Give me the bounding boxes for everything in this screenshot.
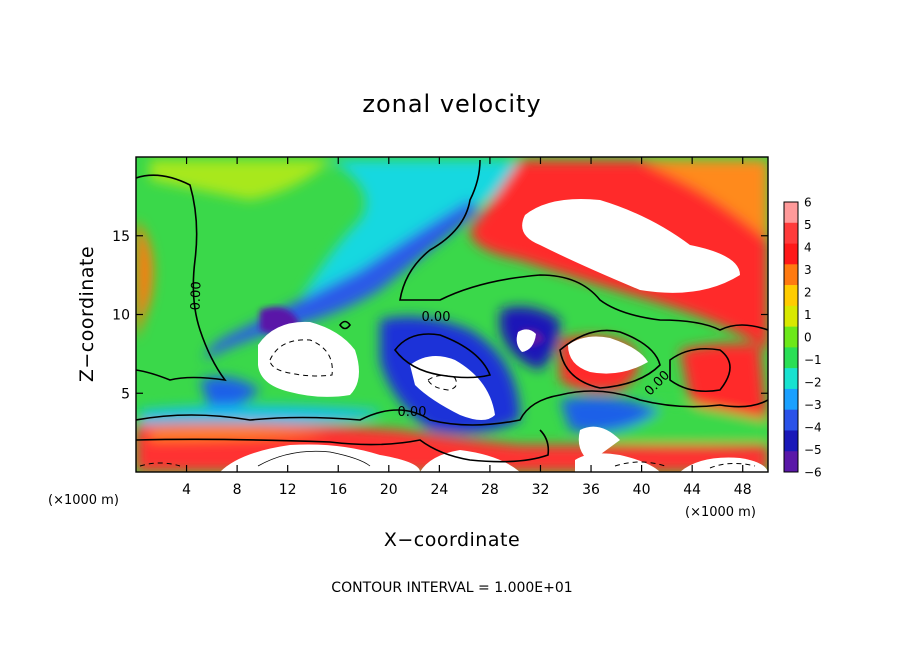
colorbar-label: −3 [804,398,822,412]
x-unit-left: (×1000 m) [48,493,119,508]
x-tick-label: 28 [481,482,499,498]
region-lower-orange [150,427,330,440]
region-east-warm [680,343,768,430]
colorbar-label: −1 [804,353,822,367]
x-tick-label: 48 [734,482,752,498]
colorbar-swatch [784,222,798,244]
colorbar-label: −6 [804,466,822,480]
y-tick-label: 15 [112,229,130,245]
colorbar-swatch [784,202,798,224]
y-tick-label: 10 [112,308,130,324]
colorbar-swatch [784,388,798,410]
x-tick-label: 8 [233,482,242,498]
x-tick-label: 32 [532,482,550,498]
y-axis: 5 10 15 [112,229,768,402]
dashed-contour-left [269,339,333,377]
colorbar-label: 6 [804,196,812,210]
zero-contours [136,159,768,463]
colorbar-swatch [784,347,798,369]
x-tick-label: 20 [380,482,398,498]
y-axis-label: Z−coordinate [76,246,98,382]
contour-right-ellipse [559,329,661,389]
region-west-warm [136,220,153,340]
region-white-lower-right-patch [578,426,620,462]
x-tick-label: 44 [683,482,701,498]
colorbar-label: −4 [804,421,822,435]
region-white-left-island [258,321,359,397]
colorbar-label: 4 [804,241,812,255]
contour-upper-left [136,174,227,382]
heatmap-field [136,157,768,472]
colorbar-frame [783,201,799,473]
colorbar: 6 5 4 3 2 1 0 −1 −2 −3 −4 −5 −6 [783,196,822,480]
contour-label: 0.00 [398,405,427,420]
thin-contour-bottom [257,450,371,467]
x-tick-label: 4 [182,482,191,498]
contour-label: 0.00 [189,281,205,310]
negative-contours [139,339,756,469]
region-white-bottom-left [220,444,420,472]
contour-mid-island [393,333,492,379]
y-tick-label: 5 [121,386,130,402]
colorbar-label: 2 [804,286,812,300]
chart-title: zonal velocity [362,90,541,118]
colorbar-swatch [784,451,798,473]
colorbar-label: 0 [804,331,812,345]
region-upper-right-orange [640,160,768,240]
colorbar-swatch [784,285,798,307]
x-tick-label: 12 [279,482,297,498]
x-tick-label: 24 [430,482,448,498]
region-upper-left-green [150,160,330,200]
colorbar-label: 3 [804,263,812,277]
contour-label: 0.00 [422,310,451,325]
colorbar-swatch [784,430,798,452]
dashed-contour-mid [427,374,457,391]
region-blue-west [200,376,260,410]
colorbar-label: 5 [804,218,812,232]
colorbar-label: −2 [804,376,822,390]
colorbar-swatch [784,326,798,348]
x-axis-label: X−coordinate [384,529,520,551]
region-white-mid-island [410,356,495,420]
colorbar-swatch [784,243,798,265]
region-white-right-island [568,336,648,374]
colorbar-swatch [784,305,798,327]
region-white-bottom-right-1 [575,453,660,472]
x-tick-label: 40 [633,482,651,498]
region-blue-lower-right [560,396,660,433]
colorbar-swatch [784,264,798,286]
contour-right-lobe [669,347,731,393]
contour-small-loop [339,320,351,330]
colorbar-label: −5 [804,443,822,457]
x-tick-label: 36 [582,482,600,498]
contour-upper-mid [399,159,768,331]
colorbar-label: 1 [804,308,812,322]
colorbar-swatch [784,368,798,390]
x-tick-label: 16 [329,482,347,498]
contour-mid-band [136,390,768,426]
region-white-bottom-mid [420,450,520,472]
region-white-top-right [522,199,740,293]
x-unit-right: (×1000 m) [685,505,756,520]
thin-contours [257,450,371,467]
region-white-small-island [516,329,536,352]
colorbar-swatch [784,409,798,431]
contour-lower [136,429,550,463]
dashed-contour-bottom-far-right [709,462,756,469]
dashed-contour-bottom-left [139,462,181,467]
region-white-bottom-right-2 [680,457,768,472]
contour-interval-note: CONTOUR INTERVAL = 1.000E+01 [331,580,572,596]
dashed-contour-bottom-right [614,461,666,467]
x-axis: 4 8 12 16 20 24 28 32 36 40 44 48 [182,157,752,498]
